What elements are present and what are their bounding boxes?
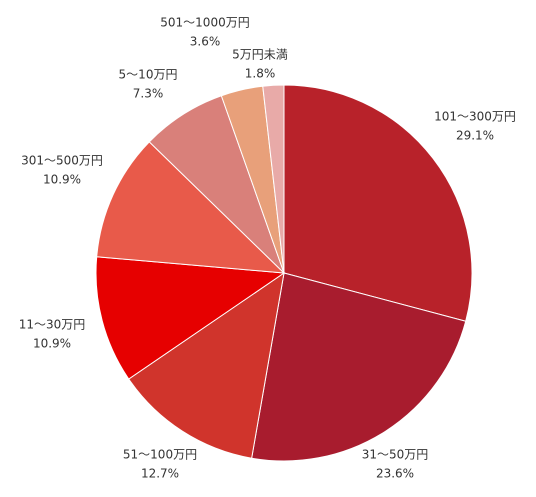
slice-value-label: 7.3% [133,87,164,101]
slice-value-label: 1.8% [245,67,276,81]
slice-value-label: 10.9% [33,337,71,351]
slice-value-label: 23.6% [376,467,414,481]
slice-label: 31～50万円 [362,448,429,462]
slice-label: 5～10万円 [119,68,178,82]
pie-slice [251,272,467,462]
pie-slice [96,141,286,274]
slice-label: 5万円未満 [232,48,288,62]
slice-label: 101～300万円 [434,110,516,124]
slice-label: 301～500万円 [21,154,103,168]
pie-slice [283,84,473,322]
slice-value-label: 12.7% [141,467,179,481]
slice-value-label: 10.9% [43,173,81,187]
slice-label: 501～1000万円 [160,16,249,30]
slice-value-label: 3.6% [190,35,221,49]
pie-slice [128,271,285,459]
pie-slice [262,84,285,274]
slice-label: 11～30万円 [19,318,86,332]
slice-value-label: 29.1% [456,129,494,143]
pie-slice [95,256,286,380]
slice-label: 51～100万円 [123,448,197,462]
